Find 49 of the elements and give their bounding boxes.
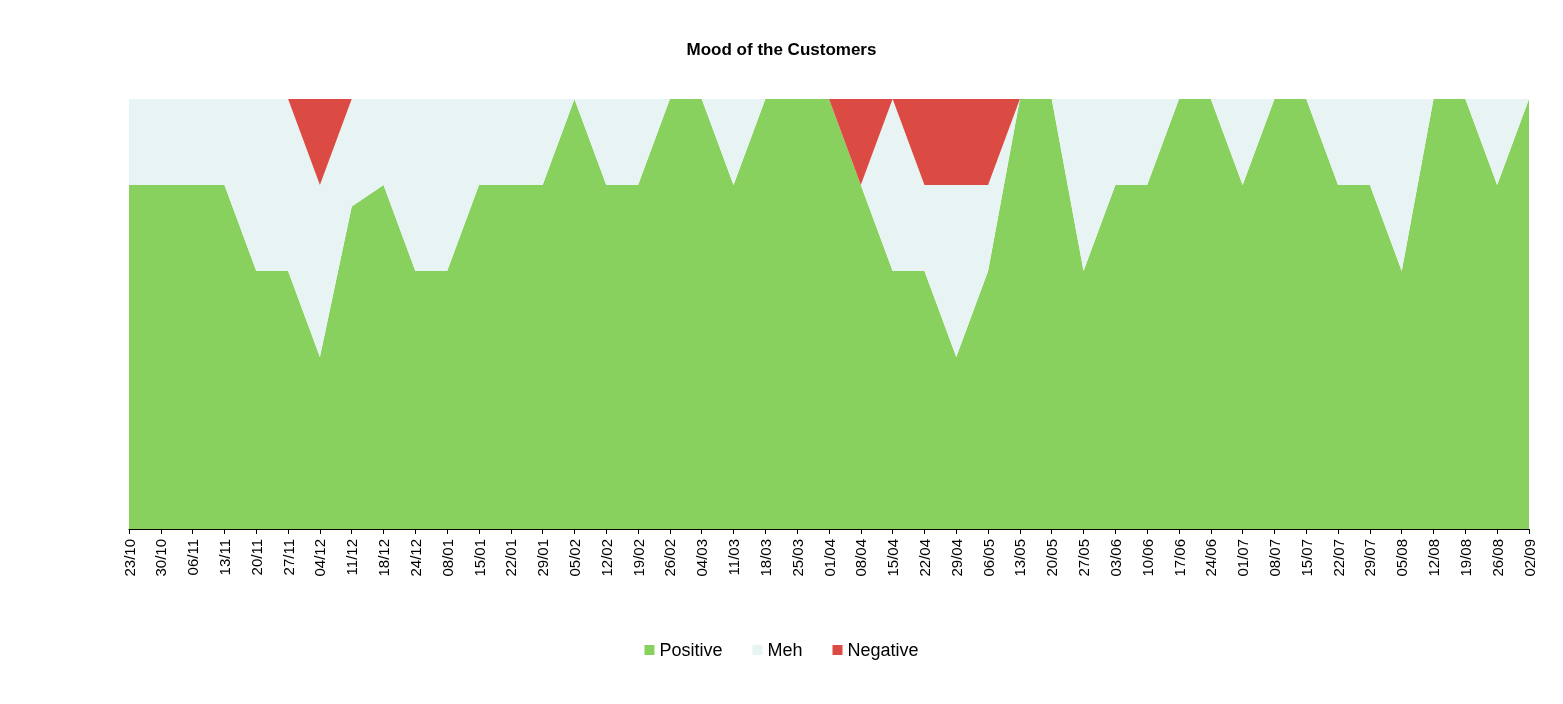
x-tick-label: 20/11: [247, 539, 265, 576]
legend-label: Negative: [847, 640, 919, 660]
x-tick-label: 15/07: [1297, 539, 1315, 577]
x-tick-label: 26/08: [1488, 539, 1506, 577]
x-tick-label: 04/12: [311, 539, 329, 577]
x-tick-label: 08/04: [852, 539, 870, 577]
x-tick-label: 26/02: [661, 539, 679, 577]
x-tick-label: 29/04: [947, 539, 965, 577]
x-tick-label: 08/07: [1265, 539, 1283, 577]
x-tick-label: 10/06: [1138, 539, 1156, 577]
x-tick-label: 06/11: [184, 539, 202, 576]
x-tick-label: 19/08: [1456, 539, 1474, 577]
x-tick-label: 12/02: [597, 539, 615, 577]
x-tick-label: 29/01: [534, 539, 552, 577]
chart-title: Mood of the Customers: [686, 40, 877, 59]
x-tick-label: 22/01: [502, 539, 520, 577]
x-tick-label: 04/03: [693, 539, 711, 577]
x-tick-label: 30/10: [152, 539, 170, 577]
x-tick-label: 17/06: [1170, 539, 1188, 577]
x-tick-label: 24/12: [406, 539, 424, 577]
x-tick-label: 13/05: [1011, 539, 1029, 577]
x-tick-label: 22/07: [1329, 539, 1347, 577]
x-tick-label: 11/03: [725, 539, 743, 576]
x-tick-label: 01/04: [820, 539, 838, 577]
x-tick-label: 11/12: [343, 539, 361, 576]
legend-label: Meh: [767, 640, 803, 660]
x-tick-label: 24/06: [1202, 539, 1220, 577]
x-tick-label: 18/12: [375, 539, 393, 577]
x-tick-label: 22/04: [915, 539, 933, 577]
x-tick-label: 13/11: [215, 539, 233, 576]
x-tick-label: 27/05: [1075, 539, 1093, 577]
x-tick-label: 25/03: [788, 539, 806, 577]
x-tick-label: 06/05: [979, 539, 997, 577]
x-tick-label: 08/01: [438, 539, 456, 577]
x-tick-label: 15/01: [470, 539, 488, 577]
x-tick-label: 15/04: [884, 539, 902, 577]
x-tick-label: 27/11: [279, 539, 297, 576]
x-tick-label: 05/02: [565, 539, 583, 577]
x-tick-label: 02/09: [1520, 539, 1538, 577]
x-tick-label: 23/10: [120, 539, 138, 577]
x-tick-label: 01/07: [1234, 539, 1252, 577]
x-tick-label: 29/07: [1361, 539, 1379, 577]
x-tick-label: 03/06: [1106, 539, 1124, 577]
x-tick-label: 05/08: [1393, 539, 1411, 577]
x-tick-label: 20/05: [1043, 539, 1061, 577]
legend-label: Positive: [659, 640, 723, 660]
x-tick-label: 19/02: [629, 539, 647, 577]
x-tick-label: 12/08: [1425, 539, 1443, 577]
x-tick-label: 18/03: [756, 539, 774, 577]
